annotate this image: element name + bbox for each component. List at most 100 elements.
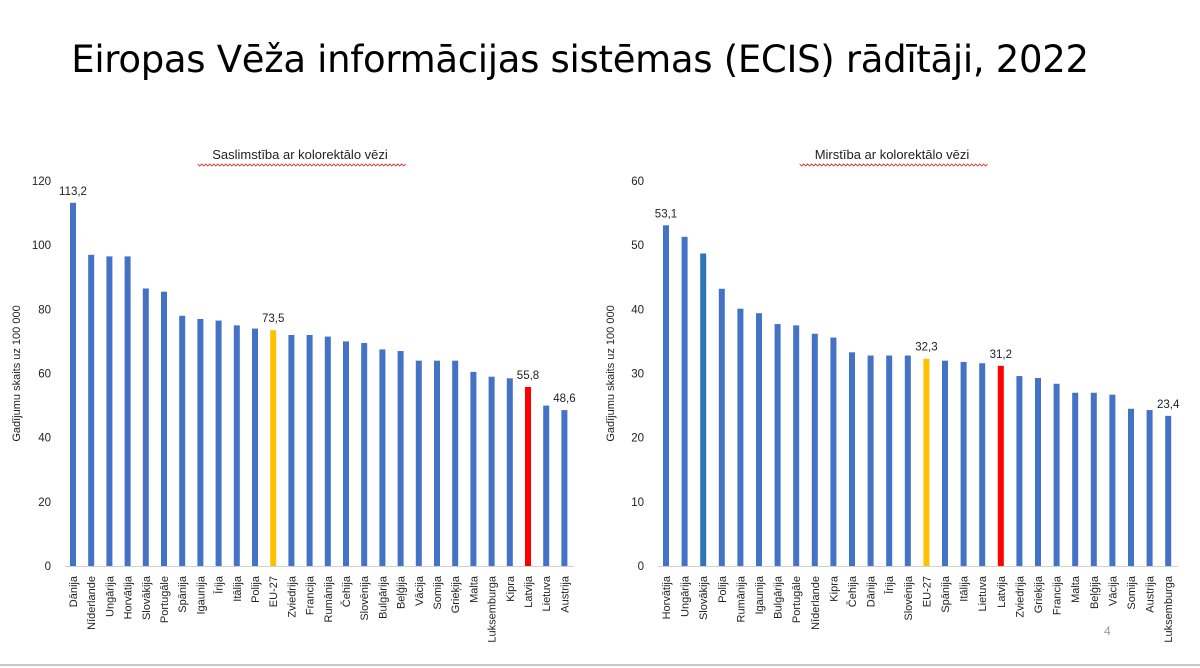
incidence-chart: Saslimstība ar kolorektālo vēzi Gadījumu … xyxy=(0,135,600,668)
x-tick-label: Itālija xyxy=(959,575,971,602)
x-tick-label: Austrija xyxy=(559,575,571,613)
x-tick-label: Horvātija xyxy=(661,575,673,619)
x-tick-label: Nīderlande xyxy=(86,576,98,630)
bar xyxy=(1165,415,1172,566)
bar xyxy=(252,328,258,566)
x-tick-label: Ungārija xyxy=(680,575,692,617)
bar xyxy=(506,378,513,566)
bar xyxy=(452,360,459,566)
y-tick-label: 20 xyxy=(631,433,644,445)
bar xyxy=(379,349,386,566)
bar xyxy=(811,333,818,566)
x-tick-label: EU-27 xyxy=(268,576,280,607)
y-tick-label: 20 xyxy=(38,497,51,509)
y-tick-label: 0 xyxy=(638,561,644,573)
x-tick-label: Čehija xyxy=(340,575,353,607)
bar xyxy=(830,337,837,566)
y-axis-label: Gadījumu skaits uz 100 000 xyxy=(11,305,23,441)
x-tick-label: Vācija xyxy=(414,575,426,606)
bar xyxy=(942,360,948,566)
bar xyxy=(700,253,707,566)
data-label: 23,4 xyxy=(1157,399,1180,411)
x-tick-label: Luksemburga xyxy=(1163,575,1175,643)
bar xyxy=(543,405,550,566)
bar xyxy=(288,335,295,566)
spellcheck-underline xyxy=(799,163,988,167)
y-tick-label: 40 xyxy=(38,433,51,445)
x-tick-label: Kipra xyxy=(828,575,840,602)
y-tick-label: 40 xyxy=(631,304,644,316)
x-tick-label: Somija xyxy=(1126,575,1138,610)
x-tick-label: Zviedrija xyxy=(286,575,298,617)
x-tick-label: Dānija xyxy=(866,575,878,607)
data-label: 113,2 xyxy=(59,186,87,198)
x-tick-label: Beļģija xyxy=(1088,575,1101,609)
bar xyxy=(774,324,781,566)
x-tick-label: Grieķija xyxy=(1033,575,1045,613)
x-tick-label: Polija xyxy=(717,575,729,603)
spellcheck-underline xyxy=(197,163,406,167)
x-tick-label: Igaunija xyxy=(754,575,766,614)
bar xyxy=(923,358,930,566)
x-tick-label: Latvija xyxy=(523,575,535,608)
x-tick-label: Lietuva xyxy=(541,575,553,611)
x-tick-label: Itālija xyxy=(232,575,244,602)
x-tick-label: Zviedrija xyxy=(1014,575,1026,617)
y-tick-label: 0 xyxy=(45,561,51,573)
x-tick-label: Polija xyxy=(250,575,262,603)
y-tick-label: 10 xyxy=(631,497,644,509)
x-tick-label: Portugāle xyxy=(159,576,171,623)
x-tick-label: Austrija xyxy=(1145,575,1157,613)
bar xyxy=(88,254,95,566)
x-tick-label: Nīderlande xyxy=(810,576,822,630)
bar xyxy=(142,288,149,566)
x-tick-label: Horvātija xyxy=(123,575,135,619)
x-tick-label: Somija xyxy=(432,575,444,610)
x-tick-label: Ungārija xyxy=(104,575,116,617)
x-tick-label: Igaunija xyxy=(195,575,207,614)
x-tick-label: Slovēnija xyxy=(903,575,915,621)
bar xyxy=(849,352,855,566)
bar xyxy=(197,318,204,566)
x-tick-label: Čehija xyxy=(846,575,859,607)
x-tick-label: Rumānija xyxy=(735,575,747,622)
bar xyxy=(488,376,495,566)
bar xyxy=(904,355,911,566)
bar xyxy=(1072,392,1079,566)
x-tick-label: Rumānija xyxy=(323,575,335,622)
y-tick-label: 60 xyxy=(38,369,51,381)
x-tick-label: Īrija xyxy=(214,575,226,594)
y-tick-label: 80 xyxy=(38,304,51,316)
x-tick-label: Slovēnija xyxy=(359,575,371,621)
y-tick-label: 120 xyxy=(32,176,51,188)
mortality-chart-svg: Mirstība ar kolorektālo vēzi Gadījumu ska… xyxy=(605,147,1180,643)
x-tick-label: Slovākija xyxy=(698,575,710,620)
bar xyxy=(561,410,568,566)
data-label: 32,3 xyxy=(915,342,937,354)
bar xyxy=(434,360,440,566)
x-tick-label: Francija xyxy=(1052,575,1064,615)
y-tick-label: 30 xyxy=(631,369,644,381)
bar xyxy=(1053,383,1060,566)
x-tick-label: Bulgārija xyxy=(377,575,389,619)
bar xyxy=(324,336,331,566)
bar xyxy=(886,355,893,566)
bar xyxy=(960,361,967,566)
bar xyxy=(1035,377,1041,566)
bar xyxy=(397,351,404,566)
bar xyxy=(70,202,76,567)
bar xyxy=(1090,392,1097,566)
bar xyxy=(1109,394,1116,566)
page-number: 4 xyxy=(1104,624,1111,638)
bar xyxy=(737,308,744,566)
y-axis-label: Gadījumu skaits uz 100 000 xyxy=(605,305,617,441)
bar xyxy=(361,343,368,566)
bar xyxy=(106,256,113,566)
data-label: 48,6 xyxy=(553,393,575,405)
bar xyxy=(1146,410,1153,566)
bar xyxy=(756,313,762,566)
x-tick-label: Kipra xyxy=(505,575,517,602)
chart-title: Saslimstība ar kolorektālo vēzi xyxy=(212,147,388,162)
bar xyxy=(663,225,669,566)
y-tick-label: 100 xyxy=(32,240,51,252)
